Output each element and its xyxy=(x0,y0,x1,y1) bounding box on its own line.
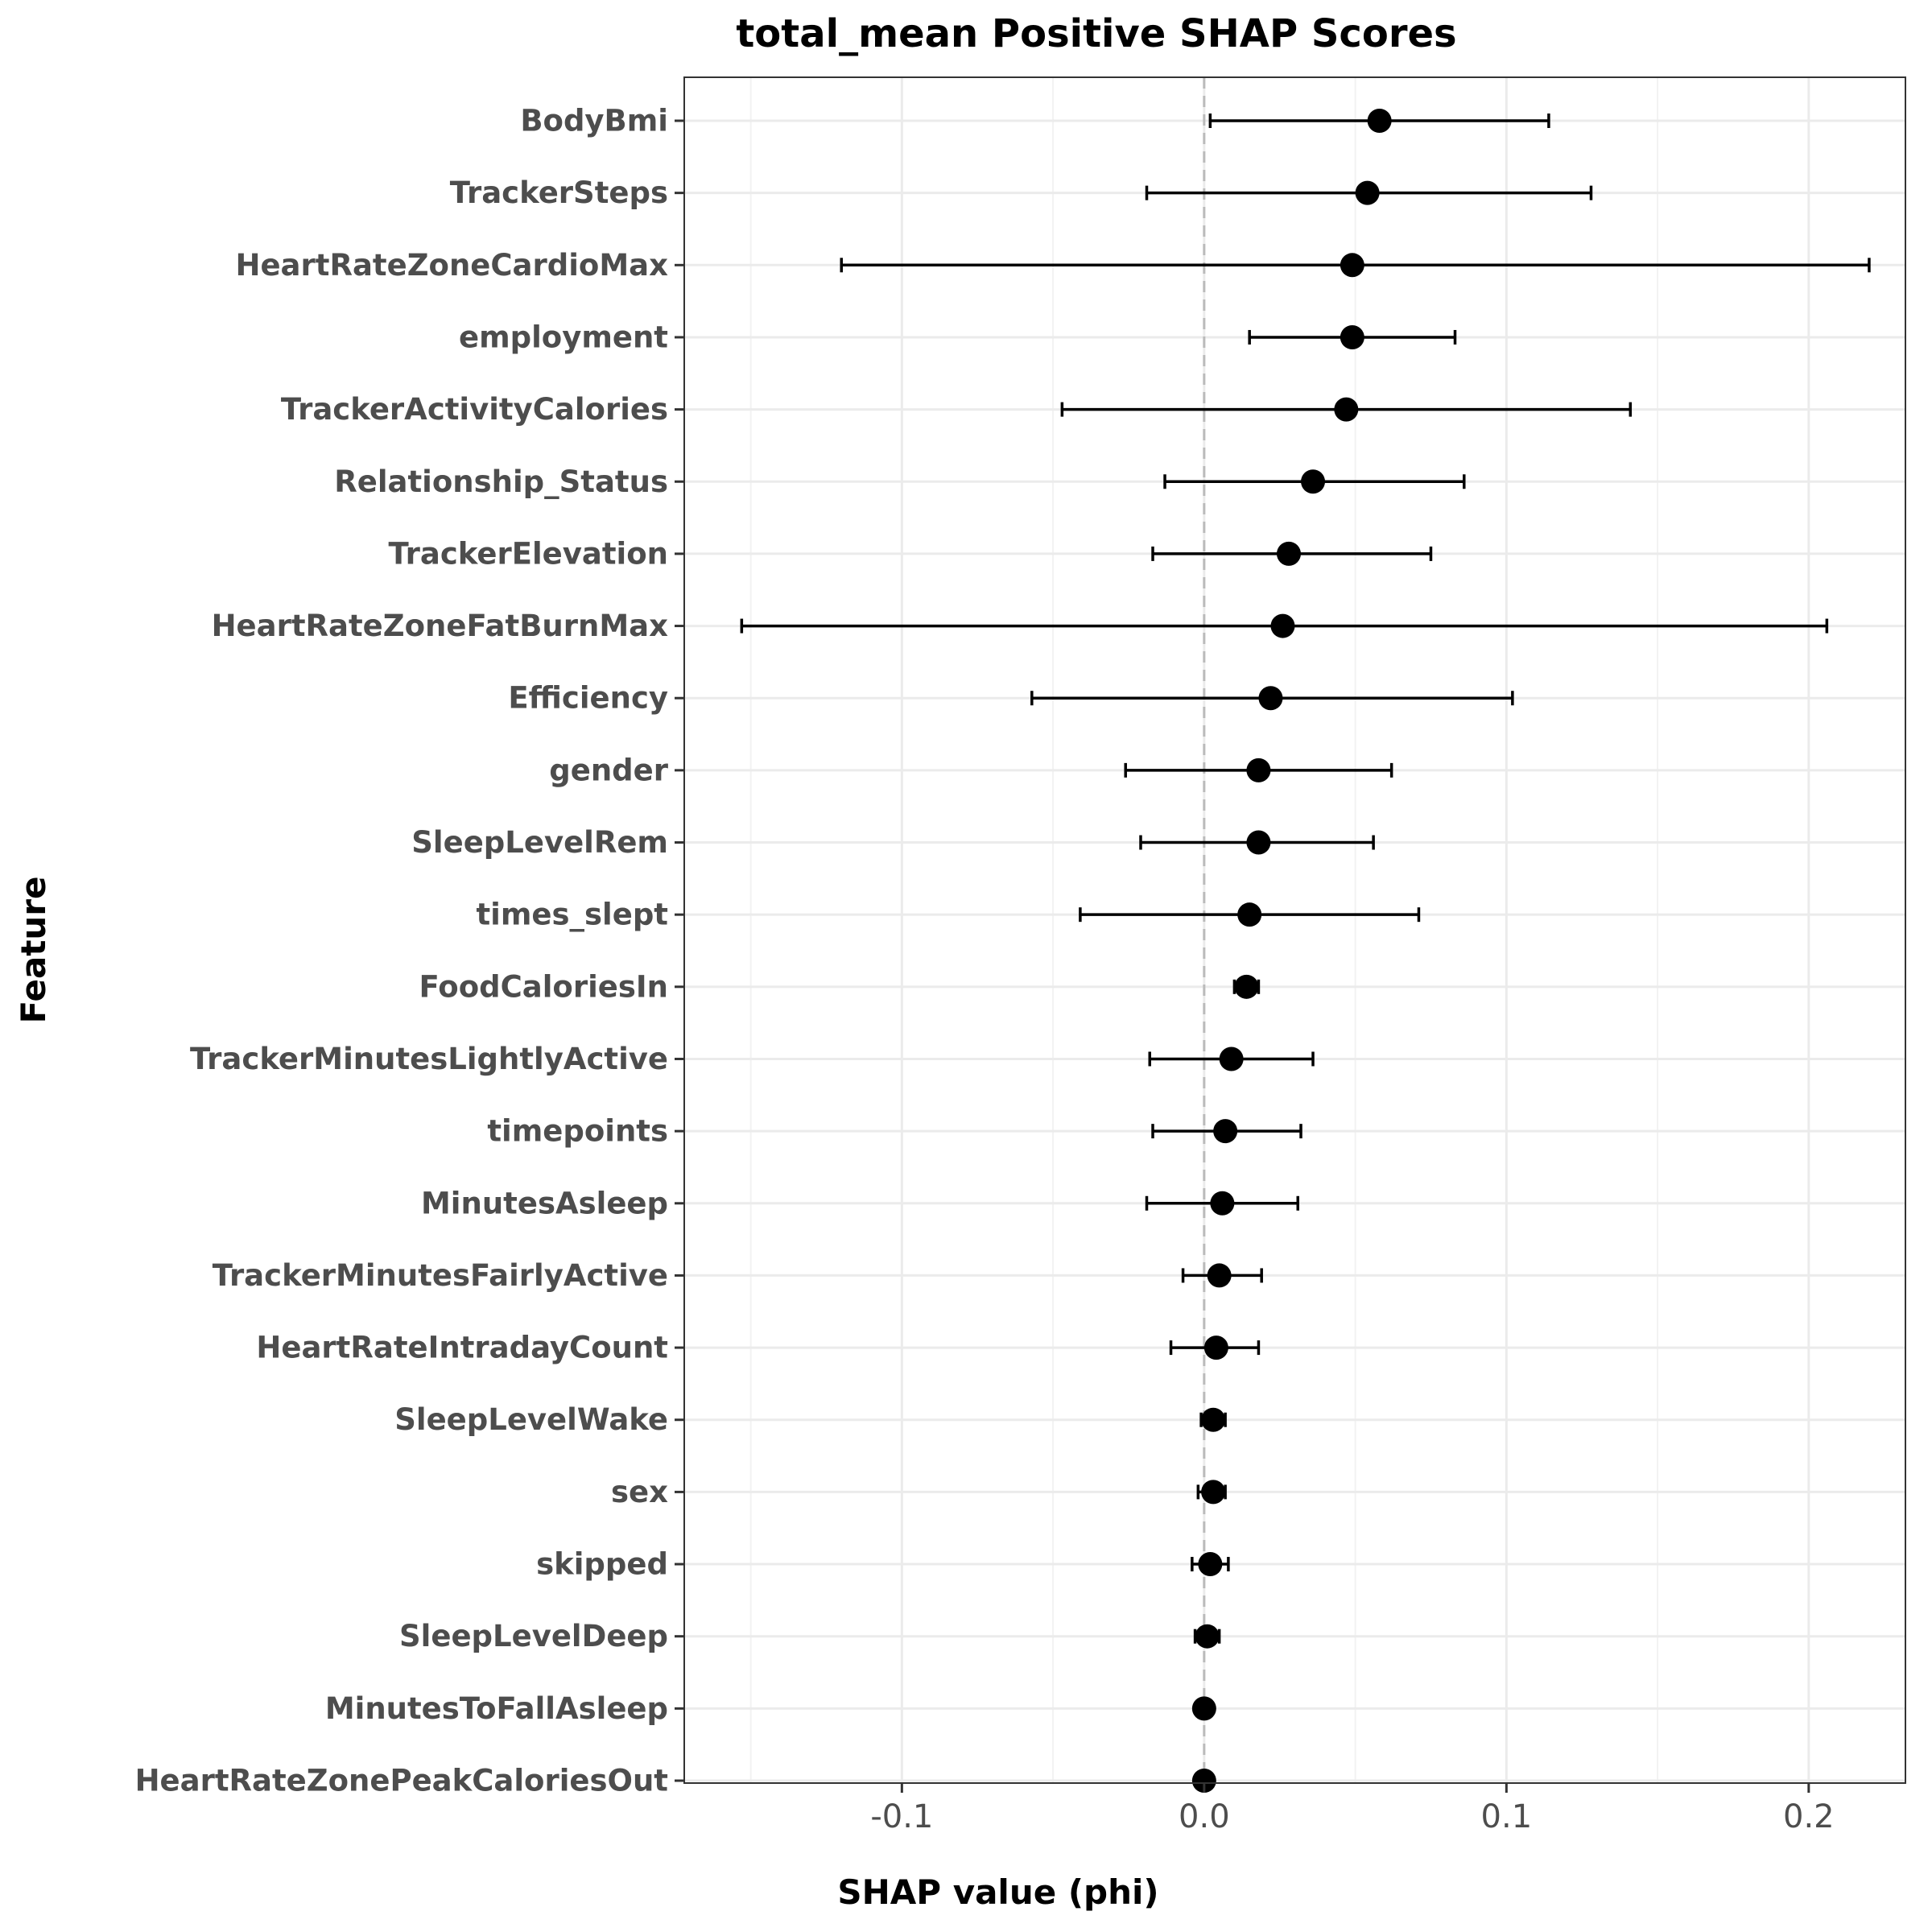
data-point xyxy=(1340,253,1364,278)
y-tick-label: employment xyxy=(459,320,668,354)
y-tick-label: HeartRateIntradayCount xyxy=(256,1331,668,1365)
y-tick-label: Efficiency xyxy=(508,681,668,716)
data-marks xyxy=(740,109,1871,1793)
data-point xyxy=(1367,109,1392,133)
data-point xyxy=(1210,1191,1235,1216)
y-tick-label: SleepLevelDeep xyxy=(399,1619,668,1653)
plot-panel xyxy=(684,77,1905,1783)
data-point xyxy=(1198,1552,1223,1577)
data-point xyxy=(1195,1624,1220,1649)
minor-gridlines xyxy=(749,77,1659,1783)
y-tick-label: skipped xyxy=(536,1547,668,1582)
data-point xyxy=(1355,180,1380,205)
y-tick-label: SleepLevelWake xyxy=(394,1402,668,1437)
y-tick-label: TrackerActivityCalories xyxy=(281,392,668,427)
y-tick-label: TrackerMinutesLightlyActive xyxy=(190,1042,668,1076)
x-tick-label: 0.0 xyxy=(1179,1798,1230,1835)
y-tick-label: gender xyxy=(549,753,669,787)
x-tick-label: 0.2 xyxy=(1783,1798,1835,1835)
y-tick-label: Relationship_Status xyxy=(334,464,668,499)
y-axis-ticks: BodyBmi TrackerSteps HeartRateZoneCardioMa… xyxy=(135,104,684,1798)
y-tick-label: MinutesAsleep xyxy=(421,1186,668,1220)
data-point xyxy=(1246,830,1271,855)
y-tick-label: HeartRateZoneCardioMax xyxy=(236,248,669,283)
y-tick-label: timepoints xyxy=(487,1114,668,1149)
y-tick-label: BodyBmi xyxy=(520,104,668,138)
data-point xyxy=(1301,469,1326,494)
y-tick-label: HeartRateZoneFatBurnMax xyxy=(212,609,669,643)
data-point xyxy=(1237,902,1262,927)
data-point xyxy=(1191,1696,1216,1721)
data-point xyxy=(1334,397,1359,422)
y-tick-label: times_slept xyxy=(476,898,668,932)
data-point xyxy=(1258,686,1283,711)
y-axis-label: Feature xyxy=(14,877,53,1024)
chart-title: total_mean Positive SHAP Scores xyxy=(736,11,1456,56)
y-tick-label: sex xyxy=(611,1475,668,1509)
plot-panel-border xyxy=(683,76,1906,1784)
data-point xyxy=(1201,1407,1226,1432)
data-point xyxy=(1213,1119,1238,1144)
y-tick-label: FoodCaloriesIn xyxy=(419,969,668,1004)
data-point xyxy=(1207,1263,1232,1288)
y-tick-label: MinutesToFallAsleep xyxy=(325,1691,668,1726)
data-point xyxy=(1276,541,1301,566)
data-point xyxy=(1219,1046,1244,1071)
y-tick-label: TrackerElevation xyxy=(388,536,668,571)
y-tick-label: HeartRateZonePeakCaloriesOut xyxy=(135,1764,668,1798)
data-point xyxy=(1246,758,1271,782)
x-axis-label: SHAP value (phi) xyxy=(837,1872,1158,1912)
x-tick-label: -0.1 xyxy=(870,1798,933,1835)
y-tick-label: TrackerSteps xyxy=(450,175,668,210)
data-point xyxy=(1203,1335,1228,1360)
x-axis-ticks: -0.1 0.0 0.1 0.2 xyxy=(870,1783,1835,1835)
y-tick-label: SleepLevelRem xyxy=(411,825,668,860)
data-point xyxy=(1191,1769,1216,1793)
plot-panel-background xyxy=(684,77,1905,1783)
y-tick-label: TrackerMinutesFairlyActive xyxy=(213,1258,668,1293)
x-tick-label: 0.1 xyxy=(1481,1798,1533,1835)
data-point xyxy=(1201,1480,1226,1505)
data-point xyxy=(1234,974,1259,999)
data-point xyxy=(1340,324,1364,349)
data-point xyxy=(1270,613,1295,638)
